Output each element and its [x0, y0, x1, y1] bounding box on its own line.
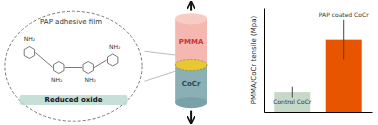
group-label: NH₂: [109, 43, 121, 50]
force-arrow: [190, 3, 192, 11]
connector: [145, 71, 176, 81]
x-axis: [265, 112, 373, 113]
connector: [145, 51, 176, 55]
x-axis-line: [265, 112, 373, 113]
oxide-surface: [20, 95, 128, 105]
benzene-ring: [108, 54, 118, 66]
benzene-ring: [83, 62, 93, 74]
group-label: NH₂: [84, 76, 96, 83]
cocr-bottom: [175, 97, 207, 108]
bond: [35, 53, 52, 68]
schematic: NH₂ NH₂ NH₂ NH₂ PAP adhesive film Reduced oxi…: [5, 3, 207, 123]
interface: [175, 59, 207, 70]
film-region: [5, 11, 142, 121]
group-label: NH₂: [24, 35, 36, 42]
y-axis-line: [264, 9, 265, 113]
benzene-ring: [54, 62, 64, 74]
benzene-ring: [24, 47, 34, 59]
force-arrow: [190, 111, 192, 123]
annotation: PAP adhesive film: [40, 18, 102, 26]
y-axis-title: PMMA/CoCr tensile (Mpa): [250, 16, 258, 105]
pmma-top: [175, 13, 207, 24]
pmma-body: [175, 19, 207, 65]
bond: [65, 67, 82, 68]
error-bar: [343, 20, 344, 60]
group-label: NH₂: [51, 76, 63, 83]
category-label: PAP coated CoCr: [319, 11, 369, 18]
annotation: Reduced oxide: [45, 96, 103, 104]
annotation: CoCr: [182, 80, 201, 88]
bond: [94, 60, 107, 68]
category-label: Control CoCr: [273, 98, 312, 105]
annotation: PMMA: [179, 38, 204, 46]
y-axis: [264, 9, 265, 113]
error-bar: [292, 87, 293, 98]
figure: NH₂ NH₂ NH₂ NH₂ PAP adhesive film Reduced oxi…: [0, 0, 378, 125]
